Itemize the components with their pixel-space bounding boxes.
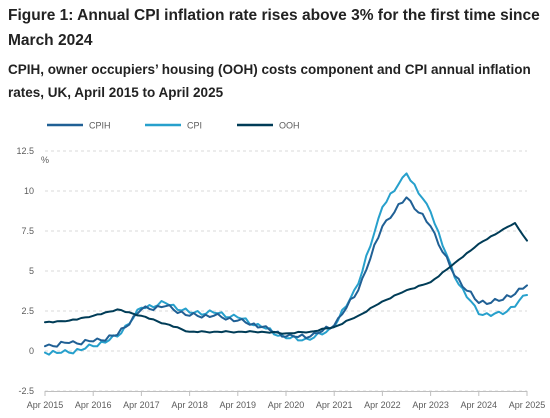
y-axis-ticks: -2.5 0 2.5 5 7.5 10 12.5 — [16, 146, 34, 396]
series-line-ooh — [44, 222, 528, 335]
chart-gridlines — [45, 150, 527, 392]
series-line-cpih — [44, 196, 528, 348]
x-tick-label: Apr 2022 — [364, 400, 401, 410]
x-axis: Apr 2015 Apr 2016 Apr 2017 Apr 2018 Apr 2019… — [27, 391, 546, 410]
y-tick-label: 2.5 — [21, 306, 34, 316]
x-tick-label: Apr 2019 — [220, 400, 257, 410]
y-tick-label: 0 — [29, 346, 34, 356]
legend-label-ooh: OOH — [279, 121, 300, 131]
y-tick-label: 5 — [29, 266, 34, 276]
x-tick-label: Apr 2025 — [509, 400, 546, 410]
chart-series — [44, 172, 528, 356]
figure-subtitle: CPIH, owner occupiers’ housing (OOH) cos… — [8, 62, 531, 100]
x-tick-label: Apr 2017 — [123, 400, 160, 410]
y-tick-label: -2.5 — [18, 386, 34, 396]
x-tick-label: Apr 2020 — [268, 400, 305, 410]
chart-legend: CPIH CPI OOH — [47, 121, 300, 131]
y-axis-unit-label: % — [41, 155, 49, 165]
y-tick-label: 7.5 — [21, 226, 34, 236]
figure-title: Figure 1: Annual CPI inflation rate rise… — [8, 7, 540, 49]
y-tick-label: 10 — [24, 186, 34, 196]
x-tick-label: Apr 2018 — [171, 400, 208, 410]
x-tick-label: Apr 2023 — [412, 400, 449, 410]
x-tick-label: Apr 2015 — [27, 400, 64, 410]
y-tick-label: 12.5 — [16, 146, 34, 156]
x-tick-label: Apr 2021 — [316, 400, 353, 410]
legend-label-cpih: CPIH — [89, 121, 111, 131]
x-tick-label: Apr 2024 — [461, 400, 498, 410]
legend-label-cpi: CPI — [187, 121, 202, 131]
series-line-cpi — [44, 172, 528, 356]
x-tick-label: Apr 2016 — [75, 400, 112, 410]
